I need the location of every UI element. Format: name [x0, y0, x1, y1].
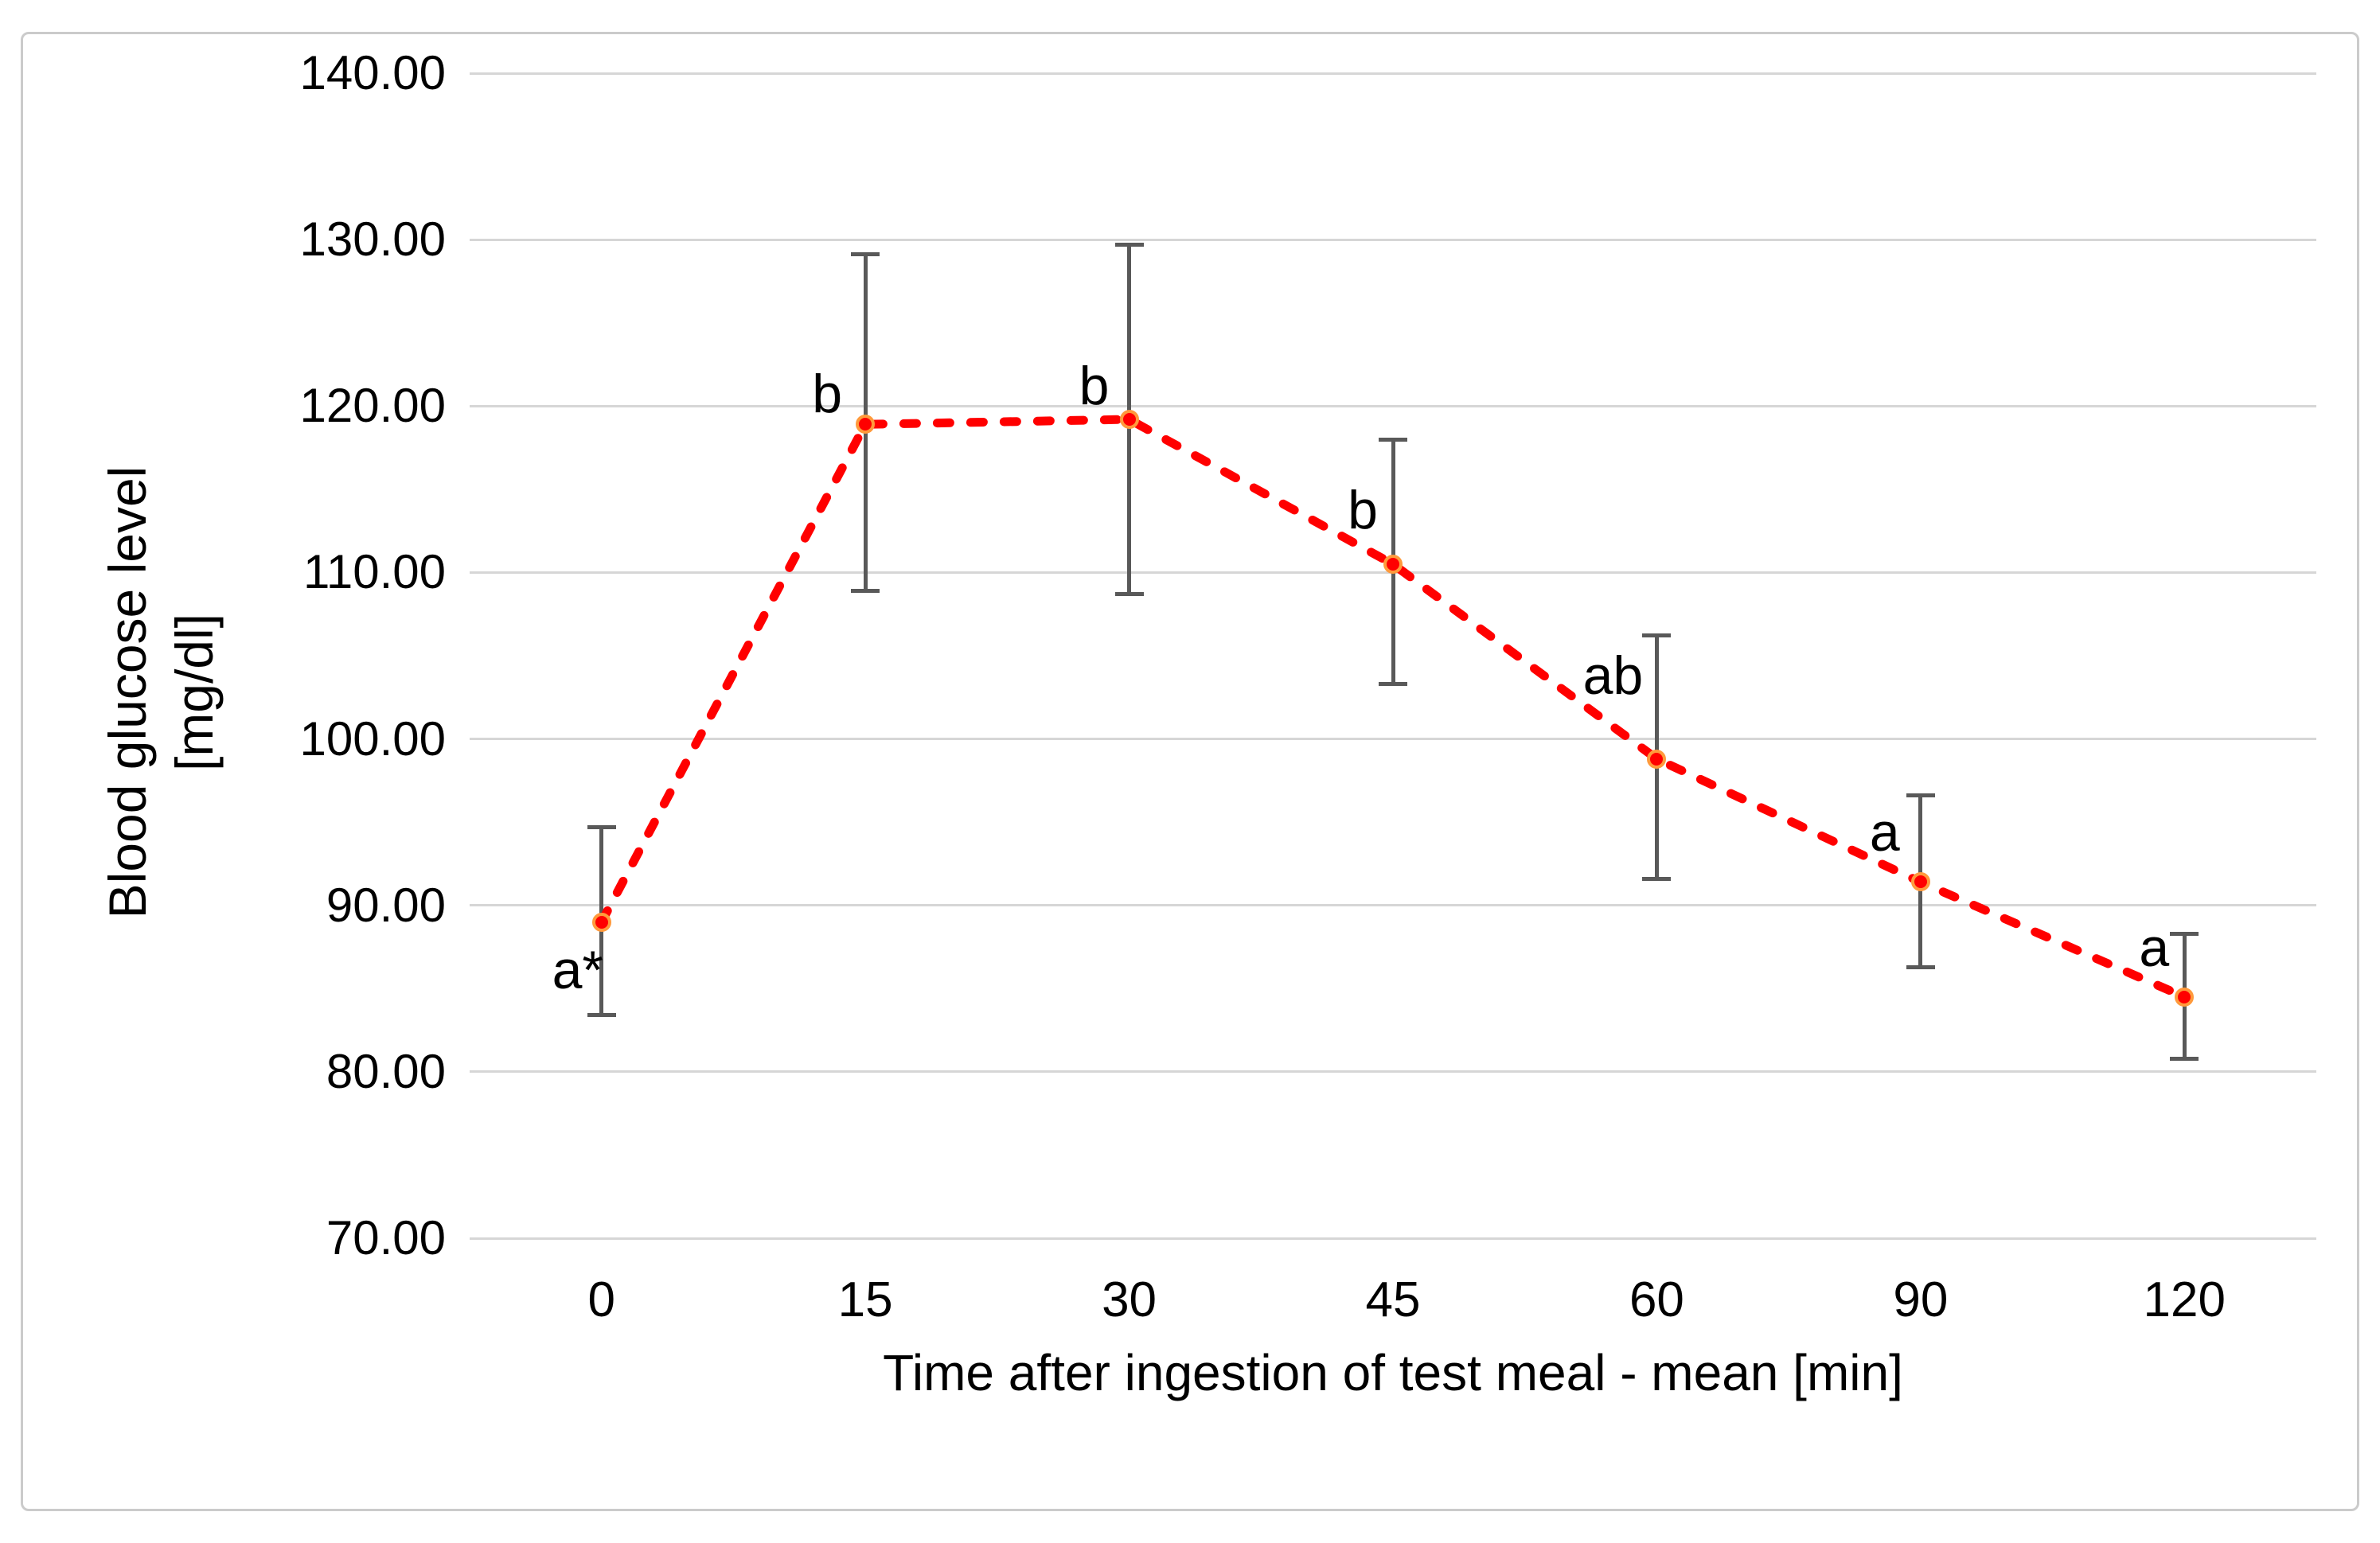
y-tick-label: 120.00 — [299, 379, 446, 433]
data-point-marker — [591, 912, 611, 932]
data-point-marker — [1910, 872, 1930, 892]
error-bar-cap-top — [1906, 793, 1935, 798]
data-point-marker — [856, 415, 876, 434]
y-tick-label: 80.00 — [326, 1044, 446, 1098]
y-tick-label: 90.00 — [326, 878, 446, 932]
y-tick-label: 110.00 — [302, 545, 446, 599]
error-bar-cap-bottom — [1379, 682, 1407, 687]
significance-label: a — [1869, 802, 1900, 863]
error-bar-cap-top — [587, 824, 616, 829]
error-bar-cap-top — [1379, 437, 1407, 442]
error-bar-cap-bottom — [587, 1013, 616, 1018]
y-gridline — [470, 904, 2316, 907]
error-bar-cap-top — [1114, 242, 1144, 247]
y-gridline — [470, 1237, 2316, 1240]
significance-label: ab — [1582, 645, 1644, 706]
error-bar-cap-top — [2170, 931, 2199, 936]
significance-label: b — [1079, 356, 1110, 417]
y-gridline — [470, 1070, 2316, 1073]
error-bar-cap-top — [851, 252, 880, 257]
x-tick-label: 60 — [1629, 1272, 1684, 1327]
y-gridline — [470, 404, 2316, 407]
x-tick-label: 30 — [1102, 1272, 1157, 1327]
data-point-marker — [1119, 410, 1139, 430]
y-tick-label: 130.00 — [299, 212, 446, 267]
y-gridline — [470, 72, 2316, 75]
x-tick-label: 45 — [1365, 1272, 1421, 1327]
x-axis-title: Time after ingestion of test meal - mean… — [883, 1344, 1903, 1401]
significance-label: a — [2139, 917, 2170, 978]
figure-border — [21, 32, 2359, 1511]
y-tick-label: 100.00 — [299, 711, 446, 766]
y-axis-title-line1: Blood glucose level — [98, 466, 157, 919]
y-axis-title: Blood glucose level [mg/dl] — [85, 362, 236, 1023]
error-bar-cap-bottom — [1906, 964, 1935, 969]
data-point-marker — [2175, 987, 2195, 1007]
significance-label: a* — [552, 939, 603, 1000]
x-tick-label: 90 — [1893, 1272, 1949, 1327]
error-bar-cap-bottom — [2170, 1056, 2199, 1061]
y-gridline — [470, 238, 2316, 241]
y-gridline — [470, 738, 2316, 741]
x-tick-label: 0 — [587, 1272, 615, 1327]
significance-label: b — [812, 364, 843, 425]
x-tick-label: 15 — [837, 1272, 893, 1327]
significance-label: b — [1348, 479, 1378, 540]
error-bar-cap-bottom — [1114, 592, 1144, 597]
error-bar-cap-bottom — [1642, 876, 1672, 881]
error-bar-cap-top — [1642, 633, 1672, 638]
data-point-marker — [1383, 554, 1403, 574]
y-tick-label: 140.00 — [299, 46, 446, 99]
error-bar-cap-bottom — [851, 588, 880, 593]
x-tick-label: 120 — [2143, 1272, 2226, 1327]
y-axis-title-line2: [mg/dl] — [165, 613, 224, 772]
y-tick-label: 70.00 — [326, 1211, 446, 1264]
data-point-marker — [1647, 749, 1667, 769]
